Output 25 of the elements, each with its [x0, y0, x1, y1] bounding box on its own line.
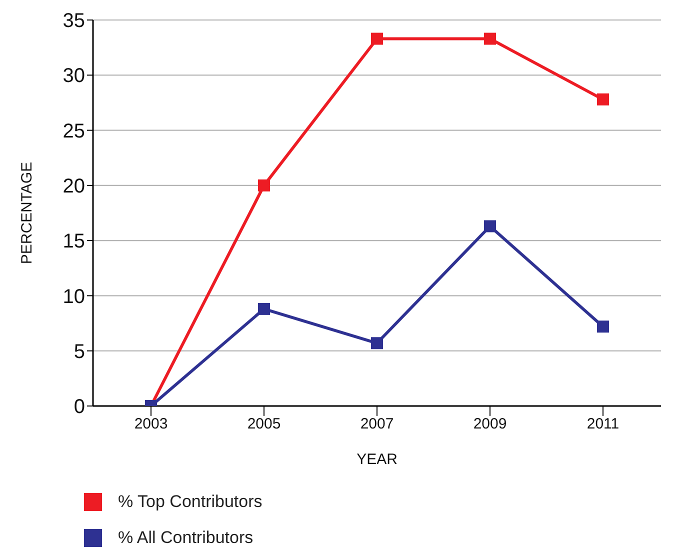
point	[371, 32, 383, 45]
point	[597, 320, 609, 333]
x-tick-label: 2011	[586, 416, 620, 433]
y-axis-title: PERCENTAGE	[18, 162, 36, 264]
point	[484, 220, 496, 232]
x-tick-label: 2007	[360, 416, 394, 433]
legend-label: % All Contributors	[118, 528, 254, 548]
x-tick-label: 2003	[134, 416, 168, 433]
point	[484, 32, 496, 45]
point	[371, 337, 383, 350]
y-tick-label: 5	[74, 340, 85, 363]
legend-label: % Top Contributors	[118, 492, 262, 512]
point	[258, 179, 270, 192]
y-tick-label: 30	[62, 65, 85, 88]
y-tick-label: 15	[62, 230, 85, 253]
x-axis-title: YEAR	[356, 451, 398, 468]
y-tick-label: 10	[62, 286, 85, 308]
y-tick-label: 25	[62, 120, 85, 142]
point	[258, 302, 270, 315]
y-tick-label: 20	[62, 176, 85, 198]
point	[597, 93, 609, 106]
y-tick-label: 35	[62, 10, 85, 32]
x-tick-label: 2005	[247, 416, 281, 433]
y-tick-label: 0	[74, 396, 85, 418]
x-tick-label: 2009	[473, 416, 507, 433]
